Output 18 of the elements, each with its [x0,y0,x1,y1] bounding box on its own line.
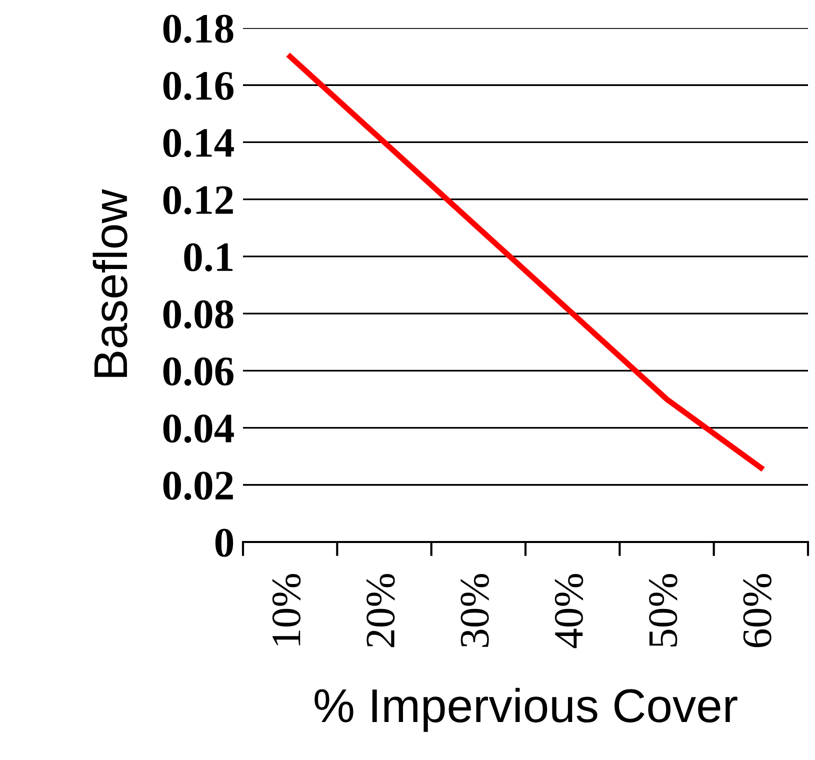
y-tick-label: 0.06 [163,357,234,386]
x-axis-title: % Impervious Cover [314,688,738,732]
x-tick-label: 30% [460,574,489,647]
y-axis-title: Baseflow [92,189,128,377]
y-tick-label: 0.18 [163,14,234,44]
y-tick-label: 0.14 [163,128,234,158]
y-tick-label: 0.02 [163,472,233,500]
x-tick-label: 60% [743,574,772,648]
y-tick-label: 0.04 [163,414,234,443]
y-tick-label: 0.1 [184,243,233,272]
y-tick-label: 0 [215,528,234,557]
x-tick-label: 10% [272,574,301,646]
x-tick-label: 20% [366,574,395,648]
y-tick-label: 0.12 [163,186,233,214]
x-tick-label: 40% [554,574,584,648]
y-tick-label: 0.16 [163,72,234,100]
y-tick-label: 0.08 [163,300,234,329]
x-tick-label: 50% [649,574,678,647]
